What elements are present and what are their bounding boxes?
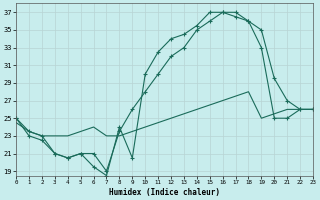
X-axis label: Humidex (Indice chaleur): Humidex (Indice chaleur) (109, 188, 220, 197)
